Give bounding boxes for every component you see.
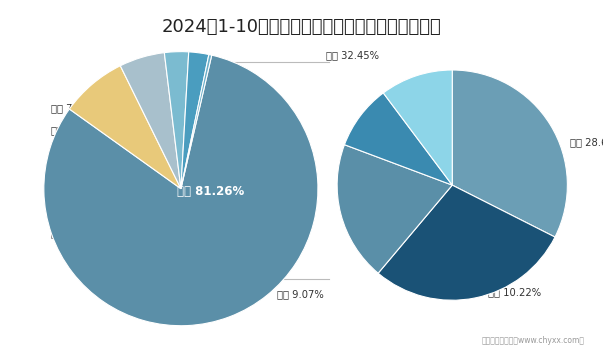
Wedge shape: [181, 52, 209, 189]
Text: 华南 7.84%: 华南 7.84%: [51, 104, 98, 114]
Text: 江苏 32.45%: 江苏 32.45%: [326, 50, 379, 60]
Wedge shape: [337, 145, 452, 273]
Text: 华东 81.26%: 华东 81.26%: [177, 185, 245, 198]
Wedge shape: [165, 52, 189, 189]
Wedge shape: [44, 55, 318, 326]
Wedge shape: [344, 93, 452, 185]
Text: 山东 9.07%: 山东 9.07%: [277, 289, 324, 299]
Text: 西南 5.36%: 西南 5.36%: [51, 125, 98, 135]
Wedge shape: [452, 70, 567, 237]
Wedge shape: [378, 185, 555, 300]
Text: 安徽 28.68%: 安徽 28.68%: [570, 137, 603, 147]
Text: 华中 2.84%: 华中 2.84%: [51, 185, 98, 195]
Wedge shape: [181, 54, 212, 189]
Wedge shape: [121, 53, 181, 189]
Wedge shape: [384, 70, 452, 185]
Text: 华北 2.36%: 华北 2.36%: [51, 207, 98, 217]
Text: 西北 0.34%: 西北 0.34%: [51, 228, 98, 238]
Text: 2024年1-10月中国家用洗衣机产量大区占比统计图: 2024年1-10月中国家用洗衣机产量大区占比统计图: [162, 18, 441, 36]
Text: 制图：智研咨询（www.chyxx.com）: 制图：智研咨询（www.chyxx.com）: [482, 336, 585, 345]
Text: 浙江 10.22%: 浙江 10.22%: [488, 287, 541, 297]
Wedge shape: [69, 66, 181, 189]
